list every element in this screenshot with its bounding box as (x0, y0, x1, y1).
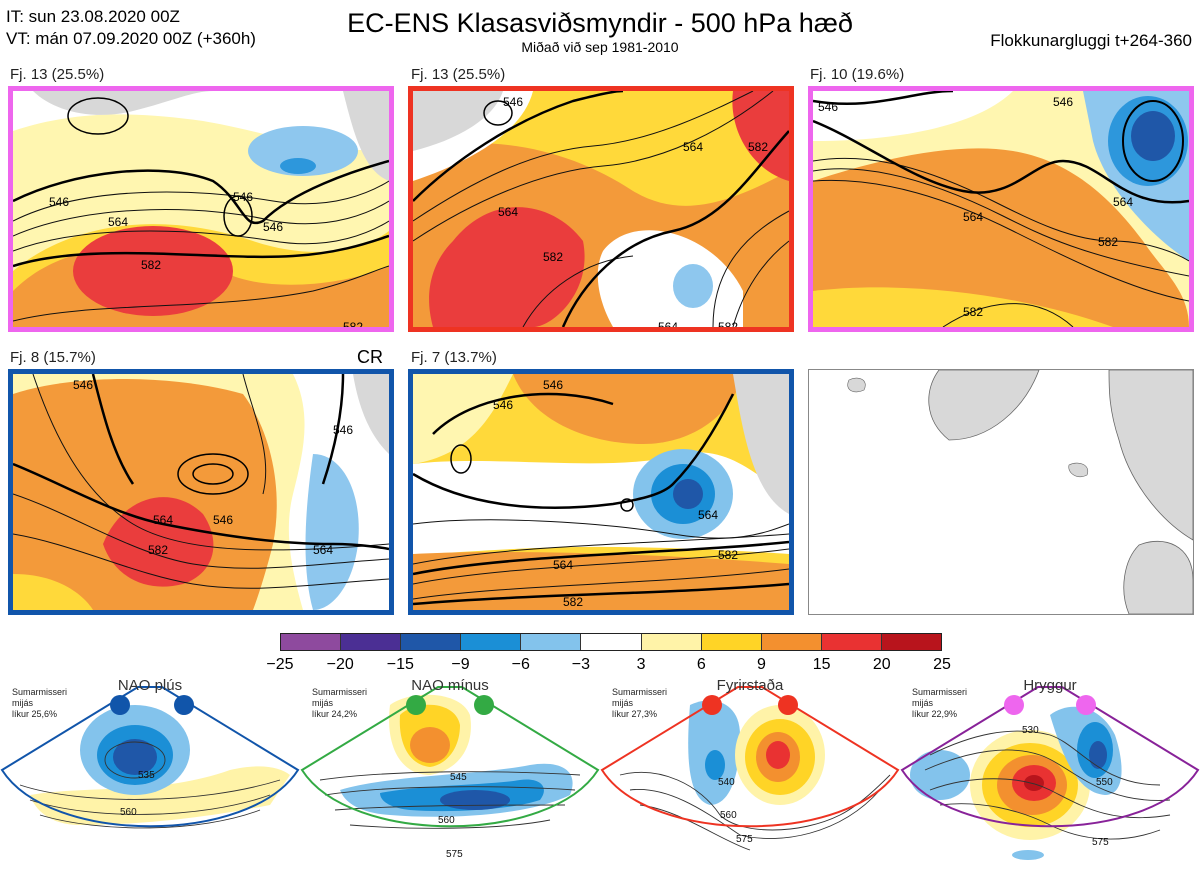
regime-3-info: Sumarmisseri mijás líkur 27,3% (612, 687, 668, 719)
contour-label: 582 (343, 320, 363, 327)
contour-label: 582 (748, 140, 768, 154)
colorbar-segment (761, 634, 822, 650)
regime-1-label-2: 560 (120, 807, 137, 818)
cluster-3-caption: Fj. 10 (19.6%) (810, 66, 905, 83)
contour-label: 582 (543, 250, 563, 264)
colorbar-segment (821, 634, 882, 650)
regime-1-info: Sumarmisseri mijás líkur 25,6% (12, 687, 68, 719)
cluster-4-map: 546 564 582 546 546 564 (8, 369, 394, 615)
regime-4-info: Sumarmisseri mijás líkur 22,9% (912, 687, 968, 719)
cluster-2-map: 546 564 582 564 582 564 582 (408, 86, 794, 332)
contour-label: 546 (818, 100, 838, 114)
contour-label: 546 (49, 195, 69, 209)
regime-1-label-1: 535 (138, 770, 155, 781)
colorbar-tick-label: −20 (326, 656, 354, 673)
regime-2-label-1: 545 (450, 772, 467, 783)
colorbar (280, 633, 942, 651)
cluster-4-regime-mark: CR (357, 347, 383, 367)
colorbar-segment (341, 634, 402, 650)
colorbar-tick-label: −15 (386, 656, 414, 673)
contour-label: 546 (233, 190, 253, 204)
contour-label: 546 (73, 378, 93, 392)
colorbar-segment (401, 634, 462, 650)
contour-label: 582 (563, 595, 583, 609)
cluster-2-caption: Fj. 13 (25.5%) (411, 66, 506, 83)
cluster-5-map: 546 546 564 564 582 582 (408, 369, 794, 615)
regime-3-label-2: 560 (720, 810, 737, 821)
colorbar-segment (641, 634, 702, 650)
initial-time: IT: sun 23.08.2020 00Z (6, 7, 180, 26)
colorbar-segment (281, 634, 342, 650)
cluster-5-caption: Fj. 7 (13.7%) (411, 349, 497, 366)
contour-label: 582 (718, 320, 738, 327)
colorbar-segment (701, 634, 762, 650)
colorbar-tick-label: 15 (812, 656, 831, 673)
colorbar-tick-label: 25 (933, 656, 951, 673)
cluster-1-map: 546 564 582 546 546 582 (8, 86, 394, 332)
regime-3-label-3: 575 (736, 834, 753, 845)
contour-label: 564 (658, 320, 678, 327)
empty-map-panel (808, 369, 1194, 615)
colorbar-tick-label: −9 (451, 656, 470, 673)
regime-2-name: NAO mínus (411, 677, 489, 694)
contour-label: 582 (141, 258, 161, 272)
regime-2-label-3: 575 (446, 849, 463, 860)
contour-label: 564 (153, 513, 173, 527)
regime-1-name: NAO plús (117, 677, 183, 694)
cluster-1-caption: Fj. 13 (25.5%) (10, 66, 105, 83)
regime-nao-plus: 535 560 NAO plús Sumarmisseri mijás líku… (0, 675, 300, 871)
regime-4-label-2: 550 (1096, 777, 1113, 788)
colorbar-tick-label: −6 (511, 656, 530, 673)
contour-label: 564 (553, 558, 573, 572)
contour-label: 582 (718, 548, 738, 562)
colorbar-segment (581, 634, 642, 650)
regime-ridge: 530 550 575 Hryggur Sumarmisseri mijás l… (900, 675, 1200, 871)
contour-label: 546 (333, 423, 353, 437)
contour-label: 564 (313, 543, 333, 557)
regime-4-name: Hryggur (1023, 677, 1077, 694)
contour-label: 564 (108, 215, 128, 229)
page-subtitle: Miðað við sep 1981-2010 (521, 39, 679, 55)
regime-4-label-3: 575 (1092, 837, 1109, 848)
regime-blocking: 540 560 575 Fyrirstaða Sumarmisseri mijá… (600, 675, 900, 871)
regime-nao-minus: 545 560 575 NAO mínus Sumarmisseri mijás… (300, 675, 600, 871)
cluster-3-map: 546 564 582 564 582 546 (808, 86, 1194, 332)
colorbar-tick-label: 20 (872, 656, 891, 673)
contour-label: 564 (1113, 195, 1133, 209)
contour-label: 546 (213, 513, 233, 527)
colorbar-segment (461, 634, 522, 650)
page-title: EC-ENS Klasasviðsmyndir - 500 hPa hæð (347, 8, 853, 38)
contour-label: 564 (498, 205, 518, 219)
regime-3-name: Fyrirstaða (716, 677, 784, 694)
regime-3-label-1: 540 (718, 777, 735, 788)
contour-label: 582 (148, 543, 168, 557)
contour-label: 582 (963, 305, 983, 319)
contour-label: 546 (493, 398, 513, 412)
colorbar-tick-label: 6 (696, 656, 706, 673)
contour-label: 564 (683, 140, 703, 154)
colorbar-tick-label: 9 (757, 656, 766, 673)
contour-label: 546 (503, 95, 523, 109)
contour-label: 546 (543, 378, 563, 392)
colorbar-tick-label: 3 (636, 656, 646, 673)
colorbar-tick-label: −3 (571, 656, 591, 673)
contour-label: 546 (1053, 95, 1073, 109)
regime-4-label-1: 530 (1022, 725, 1039, 736)
regime-2-label-2: 560 (438, 815, 455, 826)
contour-label: 564 (698, 508, 718, 522)
colorbar-tick-label: −25 (266, 656, 294, 673)
contour-label: 546 (263, 220, 283, 234)
clustering-window: Flokkunargluggi t+264-360 (990, 31, 1192, 50)
valid-time: VT: mán 07.09.2020 00Z (+360h) (6, 29, 256, 48)
cluster-4-caption: Fj. 8 (15.7%) (10, 349, 96, 366)
colorbar-segment (521, 634, 582, 650)
regime-2-info: Sumarmisseri mijás líkur 24,2% (312, 687, 368, 719)
contour-label: 582 (1098, 235, 1118, 249)
header-info: IT: sun 23.08.2020 00Z VT: mán 07.09.202… (6, 6, 256, 50)
contour-label: 564 (963, 210, 983, 224)
colorbar-segment (881, 634, 942, 650)
